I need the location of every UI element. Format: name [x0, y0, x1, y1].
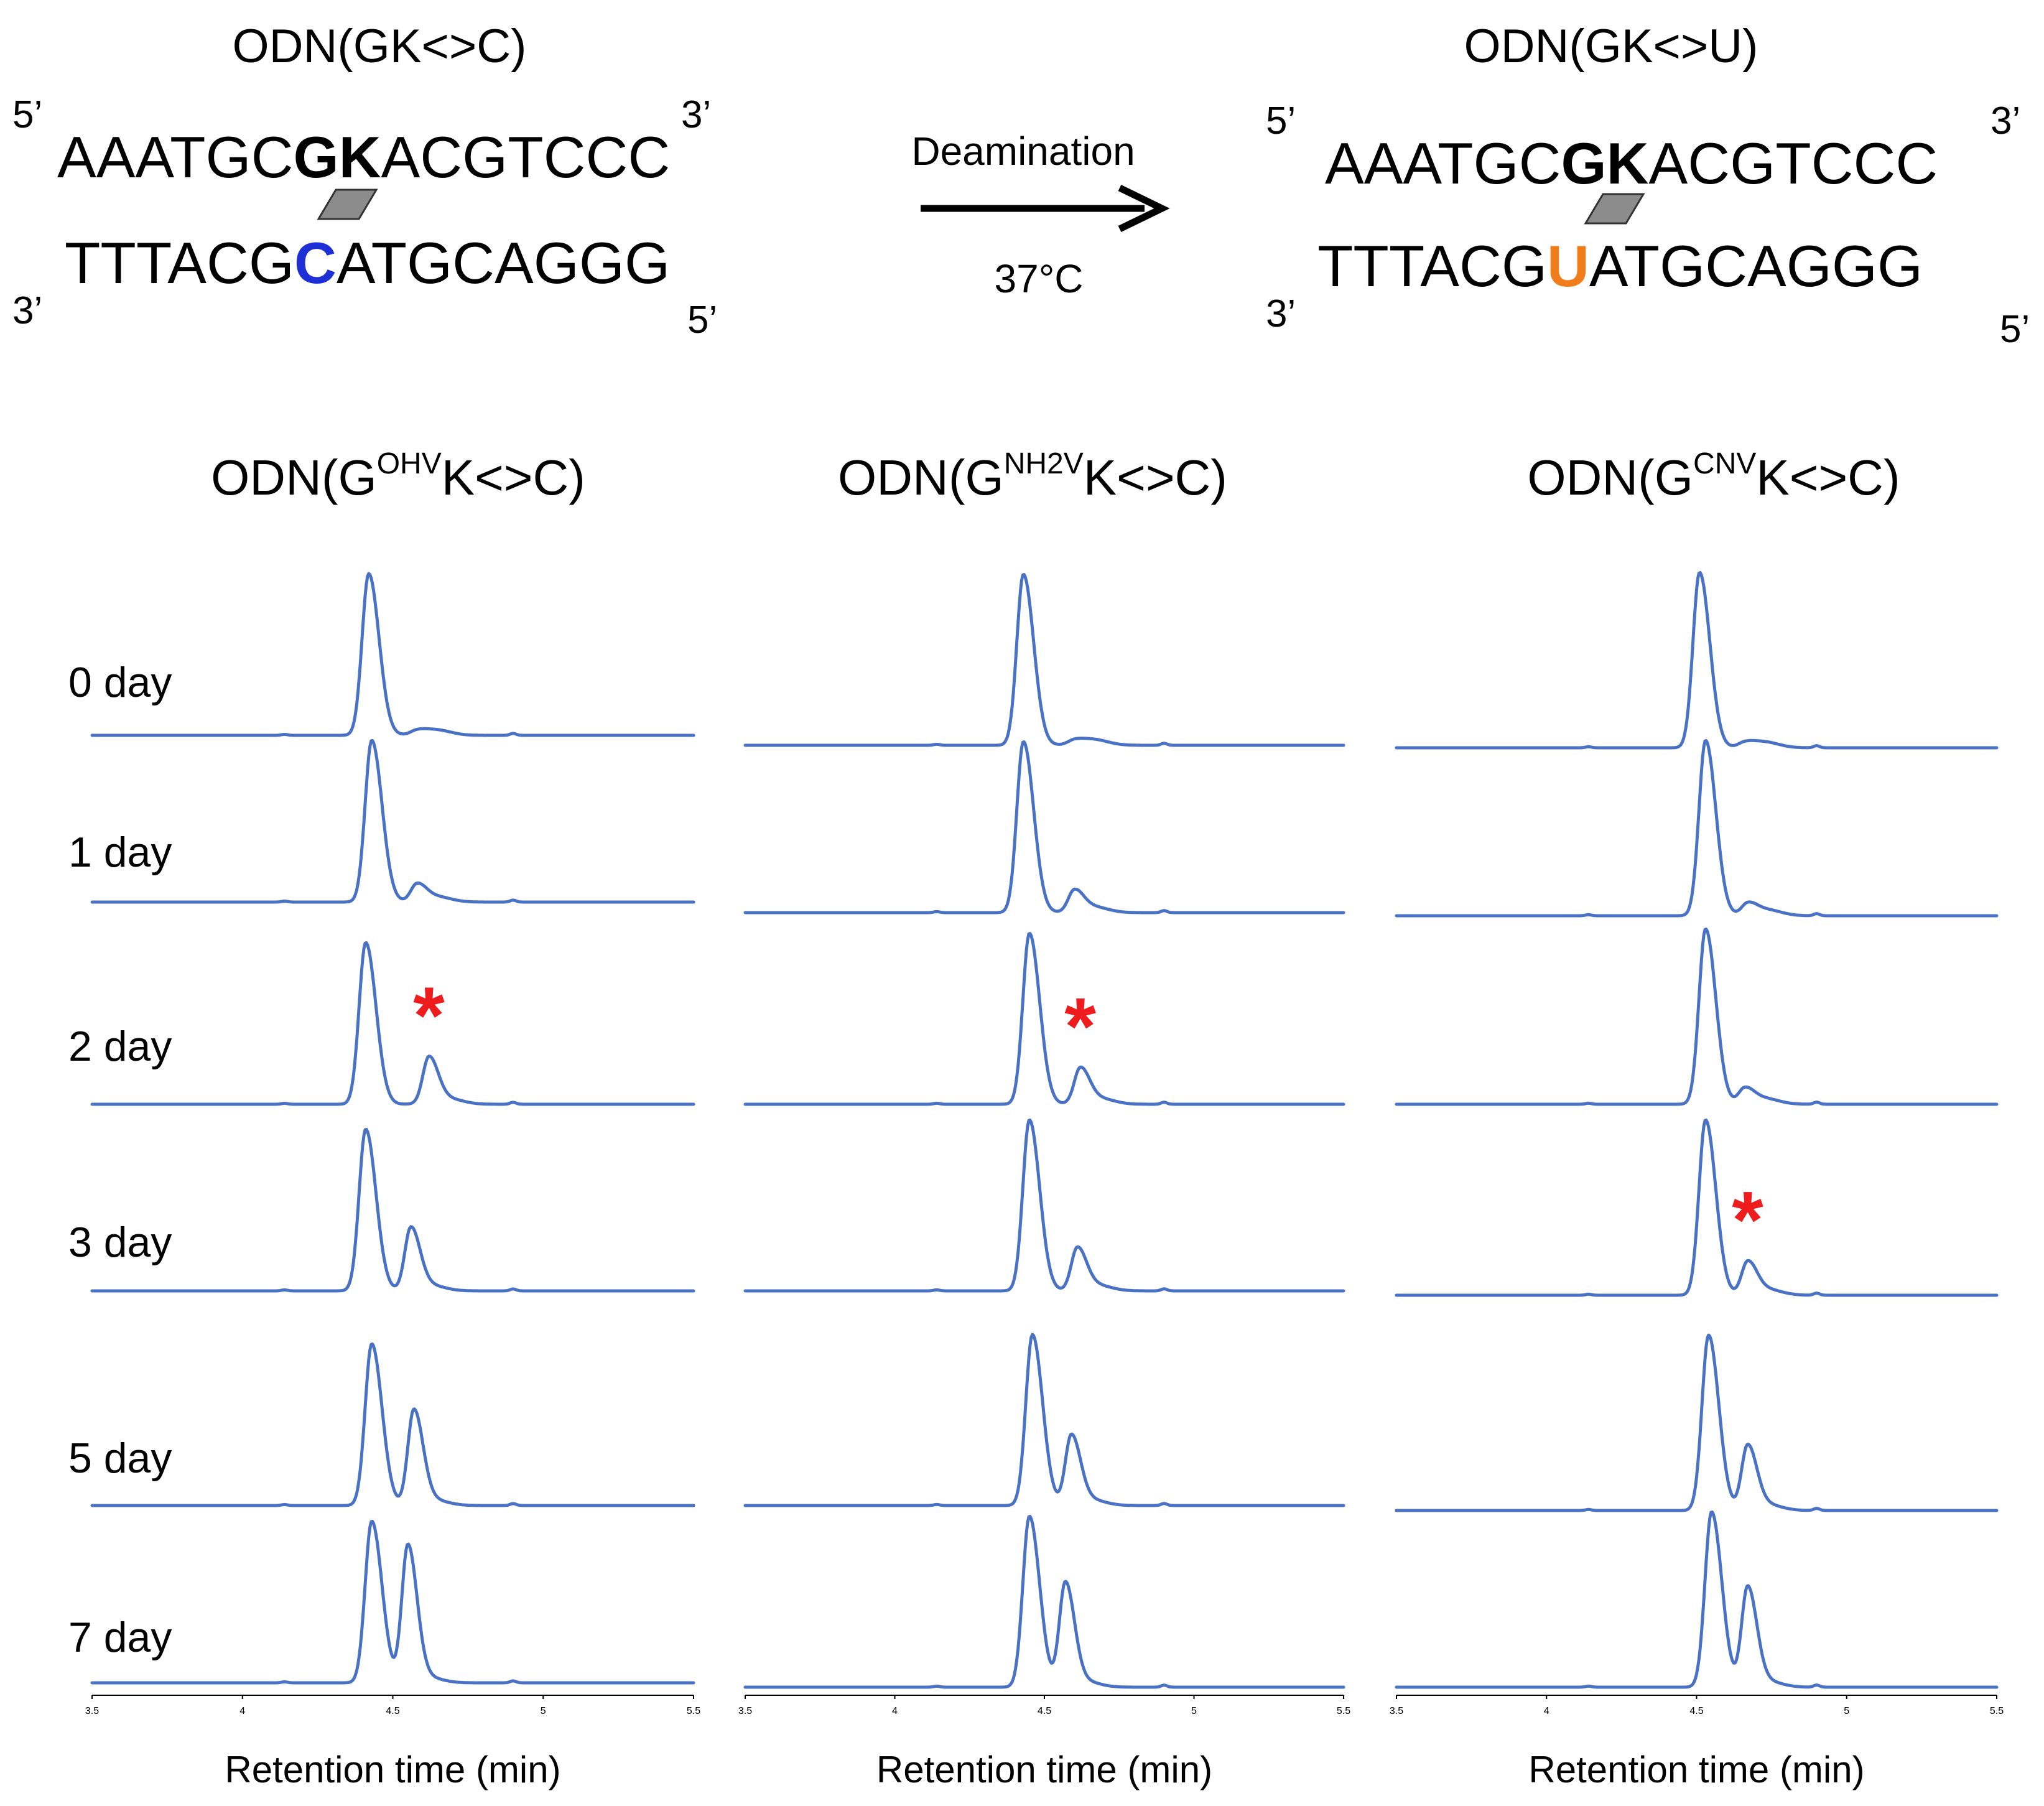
right-bottom-5prime: 5’	[2000, 308, 2030, 351]
right-top-5prime: 5’	[1266, 100, 1296, 142]
right-bottom-strand: TTTACGUATGCAGGG	[1317, 233, 1923, 299]
x-tick-label: 3.5	[1390, 1706, 1403, 1716]
right-bottom-3prime: 3’	[1266, 292, 1296, 335]
trace-cnv-7-day	[1395, 1510, 1999, 1689]
day-label-0: 0 day	[68, 659, 172, 706]
trace-ohv-0-day	[90, 572, 695, 737]
reaction-arrow-head-icon	[1118, 185, 1170, 232]
panel-cnv: * 3.5 4 4.5 5 5.5 Retention time (min)	[1390, 571, 2004, 1790]
panel-nh2v: * 3.5 4 4.5 5 5.5 Retention time (min)	[738, 573, 1350, 1790]
trace-nh2v-3-day	[743, 1119, 1345, 1293]
day-labels: 0 day 1 day 2 day 3 day 5 day 7 day	[68, 659, 172, 1661]
day-label-7: 7 day	[68, 1614, 172, 1661]
left-bottom-strand: TTTACGCATGCAGGG	[65, 230, 670, 296]
day-label-1: 1 day	[68, 829, 172, 876]
day-label-3: 3 day	[68, 1219, 172, 1266]
right-top-seq-gk: GK	[1561, 131, 1649, 196]
trace-ohv-7-day	[90, 1519, 695, 1685]
panel-ohv: * 3.5 4 4.5 5 5.5 Retention time (min)	[85, 572, 700, 1790]
x-axis-label-cnv: Retention time (min)	[1528, 1749, 1864, 1790]
product-peak-asterisk: *	[1732, 1175, 1763, 1265]
left-top-seq-a: AAATGC	[57, 124, 294, 190]
trace-cnv-1-day	[1395, 739, 1999, 918]
day-label-5: 5 day	[68, 1435, 172, 1482]
left-top-seq-c: ACGTCCC	[381, 124, 671, 190]
chromatogram-panels: * 3.5 4 4.5 5 5.5 Retention time (min) * 3.5 4 4.5…	[85, 571, 2004, 1790]
x-tick-label: 4.5	[1038, 1706, 1051, 1716]
trace-ohv-3-day	[90, 1127, 695, 1293]
x-tick-label: 4.5	[386, 1706, 399, 1716]
right-duplex-title: ODN(GK<>U)	[1464, 20, 1758, 73]
x-tick-label: 4.5	[1689, 1706, 1703, 1716]
trace-nh2v-1-day	[743, 740, 1345, 915]
left-top-strand: AAATGCGKACGTCCC	[57, 124, 670, 190]
trace-cnv-2-day	[1395, 928, 1999, 1106]
trace-cnv-0-day	[1395, 571, 1999, 750]
trace-nh2v-2-day	[743, 932, 1345, 1106]
trace-ohv-2-day	[90, 941, 695, 1106]
x-tick-label: 4	[239, 1706, 245, 1716]
trace-nh2v-0-day	[743, 573, 1345, 747]
panel-title-ohv: ODN(GOHVK<>C)	[211, 447, 585, 505]
product-peak-asterisk: *	[1064, 981, 1096, 1072]
reaction-arrow-group: Deamination 37°C	[911, 129, 1170, 301]
panel-title-cnv-sup: CNV	[1693, 447, 1756, 480]
panel-title-ohv-post: K<>C)	[442, 450, 585, 505]
trace-cnv-5-day	[1395, 1333, 1999, 1512]
left-bottom-seq-c: ATGCAGGG	[337, 230, 670, 296]
left-bottom-seq-base: C	[294, 230, 337, 296]
deamination-label: Deamination	[911, 129, 1135, 174]
right-top-seq-a: AAATGC	[1325, 131, 1561, 196]
trace-ohv-5-day	[90, 1342, 695, 1507]
right-duplex: ODN(GK<>U) 5’ 3’ AAATGCGKACGTCCC TTTACGU…	[1266, 20, 2030, 351]
left-duplex-title: ODN(GK<>C)	[233, 20, 527, 73]
right-top-strand: AAATGCGKACGTCCC	[1325, 131, 1938, 196]
x-axis-label-ohv: Retention time (min)	[225, 1749, 560, 1790]
right-top-3prime: 3’	[1991, 100, 2020, 142]
product-peak-asterisk: *	[413, 970, 445, 1061]
left-duplex: ODN(GK<>C) 5’ 3’ AAATGCGKACGTCCC TTTACGC…	[12, 20, 717, 342]
x-tick-label: 5	[1191, 1706, 1197, 1716]
left-bottom-3prime: 3’	[12, 289, 42, 332]
day-label-2: 2 day	[68, 1023, 172, 1070]
panel-title-nh2v-post: K<>C)	[1084, 450, 1227, 505]
panel-title-nh2v: ODN(GNH2VK<>C)	[838, 447, 1227, 505]
right-stacking-parallelogram	[1584, 193, 1645, 225]
left-stacking-parallelogram	[317, 189, 378, 220]
panel-title-cnv-pre: ODN(G	[1527, 450, 1693, 505]
right-top-seq-c: ACGTCCC	[1649, 131, 1938, 196]
x-tick-label: 5.5	[687, 1706, 700, 1716]
x-tick-label: 3.5	[85, 1706, 99, 1716]
x-tick-label: 5	[541, 1706, 546, 1716]
left-top-5prime: 5’	[12, 93, 42, 136]
left-bottom-5prime: 5’	[687, 299, 717, 342]
trace-nh2v-7-day	[743, 1515, 1345, 1689]
panel-title-ohv-pre: ODN(G	[211, 450, 377, 505]
panel-title-nh2v-pre: ODN(G	[838, 450, 1004, 505]
x-tick-label: 5.5	[1990, 1706, 2004, 1716]
x-tick-label: 5.5	[1337, 1706, 1350, 1716]
x-tick-label: 4	[892, 1706, 898, 1716]
right-bottom-seq-c: ATGCAGGG	[1589, 233, 1923, 299]
x-tick-label: 4	[1544, 1706, 1549, 1716]
panel-title-ohv-sup: OHV	[377, 447, 442, 480]
x-tick-label: 5	[1844, 1706, 1849, 1716]
panel-title-nh2v-sup: NH2V	[1004, 447, 1084, 480]
left-bottom-seq-a: TTTACG	[65, 230, 294, 296]
left-top-3prime: 3’	[681, 93, 711, 136]
x-axis-label-nh2v: Retention time (min)	[876, 1749, 1212, 1790]
x-tick-label: 3.5	[738, 1706, 752, 1716]
trace-nh2v-5-day	[743, 1333, 1345, 1507]
trace-cnv-3-day	[1395, 1119, 1999, 1297]
trace-ohv-1-day	[90, 738, 695, 904]
right-bottom-seq-base: U	[1547, 233, 1589, 299]
temperature-label: 37°C	[995, 256, 1084, 301]
left-top-seq-gk: GK	[294, 124, 381, 190]
panel-title-cnv-post: K<>C)	[1756, 450, 1900, 505]
panel-title-cnv: ODN(GCNVK<>C)	[1527, 447, 1900, 505]
right-bottom-seq-a: TTTACG	[1317, 233, 1547, 299]
